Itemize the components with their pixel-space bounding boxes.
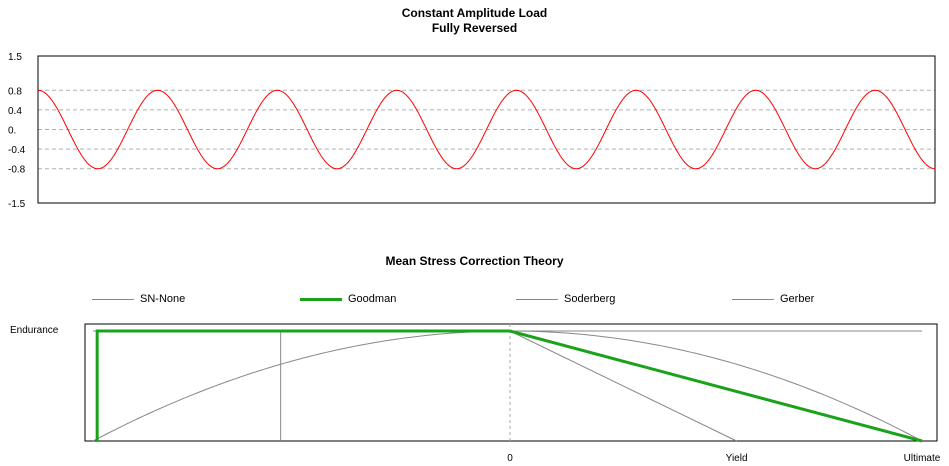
x-tick-label: Yield	[726, 453, 748, 464]
plot-frame	[84, 323, 938, 442]
legend-label: Goodman	[348, 293, 397, 305]
legend-label: SN-None	[140, 293, 186, 305]
y-tick-label: -1.5	[8, 199, 26, 210]
legend-label: Soderberg	[564, 293, 616, 305]
y-axis-label: Endurance	[10, 325, 59, 336]
load-series-line	[37, 89, 936, 170]
x-tick-label: Ultimate	[904, 453, 941, 464]
legend-goodman: Goodman	[300, 292, 396, 306]
legend-gerber: Gerber	[732, 292, 814, 306]
gerber-line	[92, 330, 923, 442]
legend-swatch	[92, 298, 134, 300]
legend-swatch	[732, 298, 774, 300]
legend-label: Gerber	[780, 293, 815, 305]
x-tick-label: 0	[507, 453, 513, 464]
y-tick-label: -0.8	[8, 165, 26, 176]
y-tick-label: 0.8	[8, 86, 22, 97]
chart2-title: Mean Stress Correction Theory	[385, 254, 564, 268]
legend-soderberg: Soderberg	[516, 292, 615, 306]
chart-subtitle: Fully Reversed	[431, 21, 518, 35]
plot-frame	[37, 55, 936, 204]
legend-sn-none: SN-None	[92, 292, 185, 306]
chart-title: Constant Amplitude Load	[401, 6, 548, 20]
soderberg-line	[509, 330, 737, 442]
y-tick-label: 0.4	[8, 106, 22, 117]
y-tick-label: 0.	[8, 126, 16, 137]
legend-swatch	[300, 297, 342, 301]
y-tick-label: 1.5	[8, 52, 22, 63]
legend-swatch	[516, 298, 558, 300]
y-tick-label: -0.4	[8, 145, 26, 156]
goodman-line	[95, 329, 923, 443]
